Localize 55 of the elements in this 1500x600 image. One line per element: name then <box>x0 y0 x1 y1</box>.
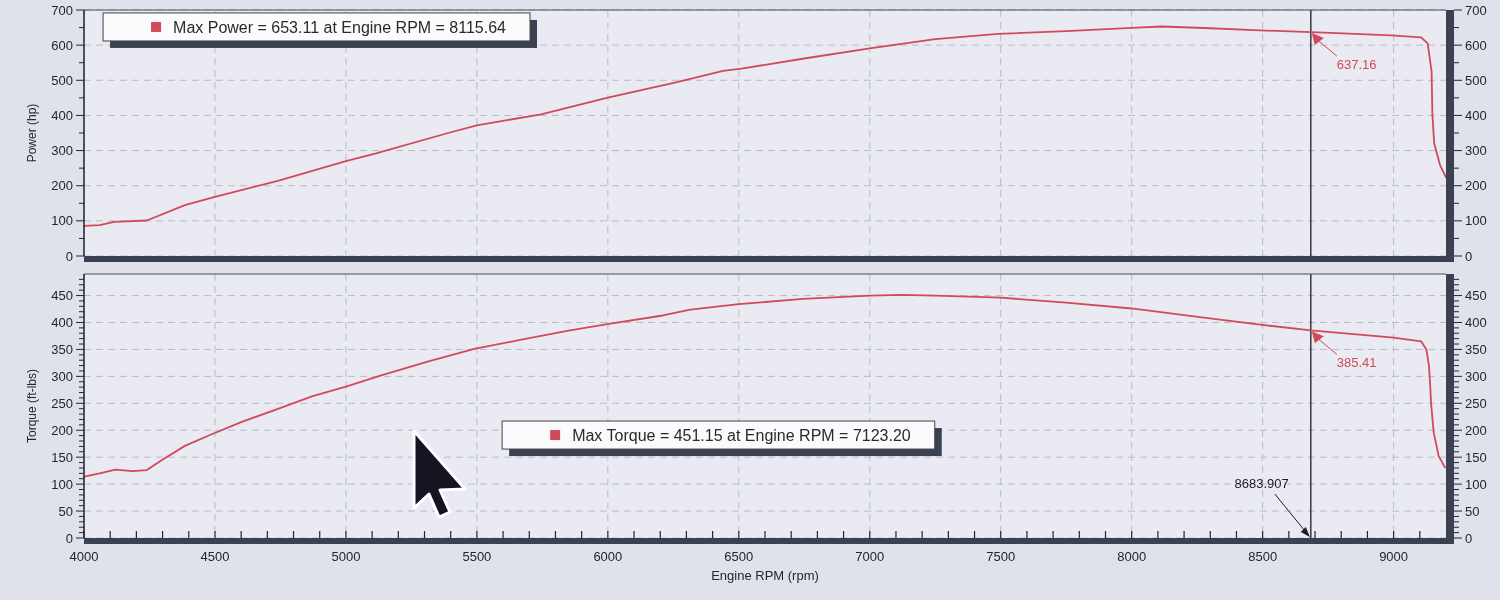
y-tick-label: 200 <box>51 422 73 438</box>
x-tick-label: 4000 <box>69 549 99 564</box>
y2-tick-label: 200 <box>1465 422 1487 438</box>
y-tick-label: 300 <box>51 143 73 159</box>
y-tick-label: 200 <box>51 178 73 194</box>
x-tick-label: 6000 <box>593 549 623 564</box>
y-tick-label: 100 <box>51 213 73 229</box>
y-tick-label: 0 <box>65 530 73 546</box>
y2-tick-label: 450 <box>1465 288 1487 304</box>
y2-tick-label: 100 <box>1465 213 1487 229</box>
y-tick-label: 150 <box>51 449 73 465</box>
y-tick-label: 50 <box>58 503 73 519</box>
y-tick-label: 0 <box>65 248 73 264</box>
y-tick-label: 100 <box>51 476 73 492</box>
y2-tick-label: 100 <box>1465 476 1487 492</box>
x-tick-label: 9000 <box>1379 549 1409 564</box>
y-tick-label: 500 <box>51 72 73 88</box>
ref-line-label: 8683.907 <box>1234 476 1289 491</box>
annotation: Max Torque = 451.15 at Engine RPM = 7123.20 <box>572 426 911 444</box>
annotation: 385.41 <box>1336 355 1377 371</box>
y-tick-label: 400 <box>51 107 73 123</box>
annotation: 637.16 <box>1336 57 1377 73</box>
y-tick-label: 400 <box>51 315 73 331</box>
x-tick-label: 8500 <box>1248 549 1278 564</box>
y2-tick-label: 300 <box>1465 368 1487 384</box>
y2-tick-label: 150 <box>1465 449 1487 465</box>
y2-tick-label: 600 <box>1465 37 1487 53</box>
y2-tick-label: 500 <box>1465 72 1487 88</box>
y2-tick-label: 0 <box>1465 248 1473 264</box>
y-tick-label: 700 <box>51 2 73 18</box>
y2-tick-label: 350 <box>1465 341 1487 357</box>
x-tick-label: 6500 <box>724 549 754 564</box>
x-tick-label: 5500 <box>462 549 492 564</box>
y-axis-title: Power (hp) <box>25 103 39 163</box>
y2-tick-label: 200 <box>1465 178 1487 194</box>
x-tick-label: 7500 <box>986 549 1016 564</box>
x-tick-label: 7000 <box>855 549 885 564</box>
y-tick-label: 250 <box>51 395 73 411</box>
y2-tick-label: 400 <box>1465 315 1487 331</box>
y2-tick-label: 50 <box>1465 503 1480 519</box>
y2-tick-label: 250 <box>1465 395 1487 411</box>
x-tick-label: 4500 <box>200 549 230 564</box>
y-axis-title: Torque (ft-lbs) <box>25 368 39 444</box>
y-tick-label: 300 <box>51 368 73 384</box>
y-tick-label: 450 <box>51 288 73 304</box>
y2-tick-label: 300 <box>1465 143 1487 159</box>
y-tick-label: 600 <box>51 37 73 53</box>
annotation: Max Power = 653.11 at Engine RPM = 8115.64 <box>173 18 507 36</box>
x-tick-label: 5000 <box>331 549 361 564</box>
y2-tick-label: 700 <box>1465 2 1487 18</box>
x-axis-title: Engine RPM (rpm) <box>711 568 819 583</box>
x-tick-label: 8000 <box>1117 549 1147 564</box>
y2-tick-label: 400 <box>1465 107 1487 123</box>
y2-tick-label: 0 <box>1465 530 1473 546</box>
y-tick-label: 350 <box>51 341 73 357</box>
